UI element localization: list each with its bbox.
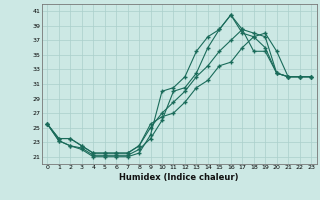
X-axis label: Humidex (Indice chaleur): Humidex (Indice chaleur) (119, 173, 239, 182)
